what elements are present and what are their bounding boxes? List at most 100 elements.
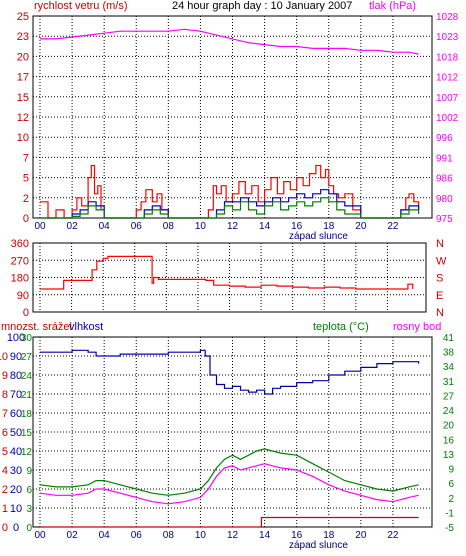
top-y2-tick: 980: [436, 194, 453, 205]
bottom-humidity-tick: 100: [7, 332, 25, 344]
bottom-precip-tick: 6: [2, 427, 8, 439]
bottom-humidity-tick: 80: [10, 370, 22, 382]
mid-y-tick: 90: [17, 290, 29, 302]
bottom-x-tick: 20: [355, 530, 367, 541]
bottom-temp-tick: 27: [443, 391, 455, 402]
bottom-x-tick: 12: [227, 530, 239, 541]
top-y2-tick: 996: [436, 133, 453, 144]
bottom-humidity-tick: 70: [10, 389, 22, 401]
bottom-precip-tick: 0: [2, 522, 8, 534]
bottom-precip-tick: 1: [2, 503, 8, 515]
top-x-tick: 08: [163, 221, 175, 232]
bottom-right-tick-labels: -5 -1 2 6 9 13 16 20 24 27 31 34 38 41: [443, 333, 455, 534]
bottom-temp-tick: 16: [443, 435, 455, 446]
bottom-humidity-tick: 20: [10, 484, 22, 496]
bottom-humidity2-tick: 27: [21, 352, 33, 363]
top-y2-tick: 1018: [436, 52, 459, 63]
mid-tick-labels: 360 270 180 90 0: [11, 238, 29, 319]
bottom-humidity2-tick: 6: [26, 485, 32, 496]
bottom-x-tick: 04: [99, 530, 111, 541]
mid-y-tick: 180: [11, 273, 29, 285]
top-x-tick-labels: 00 02 04 06 08 10 12 14 16 18 20 22: [34, 221, 398, 232]
temperature-axis-label: teplota (°C): [313, 321, 369, 333]
wind-gust-line: [40, 197, 420, 219]
bottom-humidity2-tick: 24: [21, 371, 33, 382]
humidity-line: [40, 349, 420, 395]
top-y-tick: 23: [17, 31, 29, 43]
mid-gridlines: [33, 242, 426, 313]
bottom-x-tick: 22: [387, 530, 399, 541]
top-right-tick-labels: 975 980 986 991 996 1002 1007 1012 1018 1023 1028: [436, 12, 459, 225]
bottom-x-tick: 14: [259, 530, 271, 541]
wind-speed-axis-label: rychlost vetru (m/s): [34, 0, 128, 12]
top-y2-tick: 975: [436, 214, 453, 225]
top-y2-tick: 1002: [436, 113, 459, 124]
bottom-temp-tick: 31: [443, 377, 455, 388]
bottom-precip-tick: 9: [2, 370, 8, 382]
top-y-tick: 7: [23, 152, 29, 164]
bottom-temp-tick: -1: [445, 508, 454, 519]
bottom-temp-tick: 41: [443, 333, 455, 344]
bottom-temp-tick: 38: [443, 348, 455, 359]
top-x-tick: 10: [195, 221, 207, 232]
bottom-temp-tick: 6: [448, 479, 454, 490]
bottom-humidity2-tick: 3: [26, 504, 32, 515]
bottom-humidity2-tick: 21: [21, 390, 33, 401]
dewpoint-axis-label: rosny bod: [393, 321, 441, 333]
bottom-x-tick: 08: [163, 530, 175, 541]
bottom-temp-tick: 13: [443, 450, 455, 461]
bottom-precip-tick: 10: [0, 351, 8, 363]
direction-label: S: [436, 273, 443, 285]
sunset-label-bottom: západ slunce: [289, 540, 348, 551]
top-y2-tick: 1023: [436, 32, 459, 43]
pressure-line: [40, 28, 419, 55]
bottom-series-group: [39, 349, 420, 528]
top-y2-tick: 986: [436, 174, 453, 185]
sunset-label-top: západ slunce: [289, 231, 348, 242]
bottom-humidity2-tick: 9: [26, 466, 32, 477]
bottom-temp-tick: 34: [443, 362, 455, 373]
top-y2-tick: 1007: [436, 93, 459, 104]
top-x-tick: 18: [323, 221, 335, 232]
top-y-tick: 15: [17, 92, 29, 104]
bottom-x-tick: 10: [195, 530, 207, 541]
top-y-tick: 12: [17, 112, 29, 124]
bottom-x-tick: 00: [34, 530, 46, 541]
temperature-line: [39, 448, 419, 496]
bottom-temp-tick: 20: [443, 421, 455, 432]
mid-y-tick: 0: [23, 307, 29, 319]
bottom-humidity-tick: 0: [13, 522, 19, 534]
bottom-precip-tick: 4: [2, 465, 8, 477]
top-series-group: [40, 28, 420, 219]
bottom-x-tick: 06: [131, 530, 143, 541]
bottom-humidity-tick: 30: [10, 465, 22, 477]
bottom-precip-tick: 8: [2, 389, 8, 401]
bottom-temp-tick: -5: [445, 523, 454, 534]
bottom-precip-tick: 5: [2, 446, 8, 458]
wind-speed-line: [40, 164, 420, 219]
precipitation-line: [40, 516, 419, 528]
humidity-axis-label: vlhkost: [69, 321, 103, 333]
bottom-humidity2-tick: 12: [21, 447, 33, 458]
top-x-tick: 02: [67, 221, 79, 232]
mid-y-tick: 360: [11, 238, 29, 250]
bottom-humidity-tick: 10: [10, 503, 22, 515]
top-y-tick: 5: [23, 173, 29, 185]
bottom-humidity2-tick: 0: [26, 523, 32, 534]
bottom-humidity-tick: 60: [10, 408, 22, 420]
bottom-x-tick: 16: [291, 530, 303, 541]
top-y2-tick: 1028: [436, 12, 459, 23]
direction-label: N: [436, 238, 444, 250]
bottom-x-tick: 02: [67, 530, 79, 541]
top-y2-tick: 991: [436, 153, 453, 164]
chart-title: 24 hour graph day : 10 January 2007: [172, 0, 352, 12]
pressure-axis-label: tlak (hPa): [369, 0, 416, 12]
bottom-precip-tick: 2: [2, 484, 8, 496]
mid-series-group: [40, 255, 414, 290]
bottom-temp-tick: 2: [448, 494, 454, 505]
